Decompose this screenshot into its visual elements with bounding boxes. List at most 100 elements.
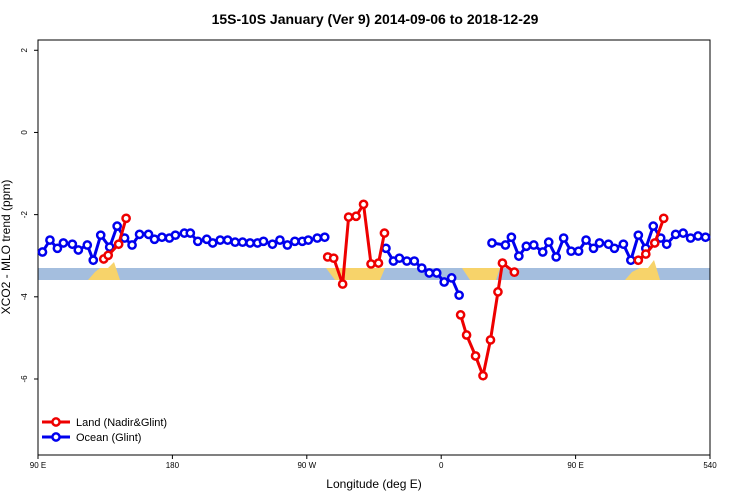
data-point — [661, 239, 672, 250]
data-point — [222, 235, 233, 245]
data-point — [394, 253, 405, 264]
data-point — [343, 212, 354, 222]
data-point — [379, 228, 390, 238]
data-point — [58, 238, 69, 248]
data-point — [454, 290, 464, 301]
y-axis-label: XCO2 - MLO trend (ppm) — [0, 180, 13, 315]
data-point — [52, 243, 63, 254]
data-point — [558, 233, 569, 243]
data-point — [337, 279, 348, 289]
y-tick-label: 0 — [20, 130, 29, 135]
legend-label: Ocean (Glint) — [76, 432, 141, 444]
land-strip — [625, 260, 660, 280]
data-point — [149, 234, 160, 245]
data-point — [312, 233, 323, 243]
data-point — [275, 235, 285, 245]
data-point — [230, 237, 240, 248]
x-tick-label: 90 E — [567, 461, 583, 470]
data-point — [487, 238, 497, 248]
data-point — [424, 268, 435, 278]
data-point — [215, 235, 226, 245]
data-point — [528, 240, 539, 250]
data-point — [626, 255, 636, 266]
data-point — [170, 230, 181, 241]
legend-label: Land (Nadir&Glint) — [76, 417, 167, 429]
data-point — [478, 370, 488, 381]
data-point — [658, 213, 669, 224]
x-tick-label: 90 W — [297, 461, 316, 470]
data-point — [185, 228, 196, 238]
x-axis-label: Longitude (deg E) — [326, 477, 421, 491]
data-point — [678, 228, 688, 238]
data-point — [127, 240, 137, 250]
data-point — [67, 239, 78, 250]
data-point — [566, 246, 576, 257]
data-point — [112, 221, 122, 231]
data-point — [45, 235, 55, 245]
data-point — [431, 268, 442, 278]
data-point — [573, 246, 584, 257]
data-point — [500, 240, 511, 250]
data-point — [82, 240, 93, 250]
data-point — [594, 238, 605, 248]
data-point — [303, 235, 314, 245]
land-strip — [462, 268, 500, 280]
data-point — [537, 247, 548, 257]
data-point — [207, 238, 218, 248]
x-tick-label: 0 — [439, 461, 444, 470]
x-tick-label: 90 E — [30, 461, 46, 470]
data-point — [103, 250, 114, 261]
data-point — [493, 287, 503, 297]
data-point — [446, 273, 457, 283]
data-point — [358, 199, 369, 210]
data-point — [402, 256, 412, 266]
data-point — [373, 258, 384, 268]
data-point — [514, 251, 524, 261]
data-point — [485, 335, 496, 345]
data-point — [470, 351, 481, 361]
data-point — [416, 263, 427, 273]
data-point — [351, 211, 361, 222]
data-point — [588, 243, 599, 254]
data-point — [95, 230, 106, 241]
data-point — [693, 231, 703, 241]
land-strip — [88, 262, 120, 280]
surface-strip — [38, 260, 710, 280]
y-tick-label: -4 — [20, 293, 29, 301]
y-tick-label: -6 — [20, 375, 29, 383]
data-point — [455, 310, 466, 320]
data-point — [319, 232, 330, 243]
data-point — [245, 238, 255, 248]
plot-frame — [37, 39, 711, 456]
data-point — [543, 237, 554, 248]
chart-title: 15S-10S January (Ver 9) 2014-09-06 to 20… — [212, 11, 539, 27]
data-point — [157, 232, 167, 243]
data-point — [618, 239, 629, 250]
data-point — [237, 237, 248, 248]
data-point — [104, 242, 115, 252]
x-tick-label: 540 — [703, 461, 717, 470]
data-point — [648, 221, 659, 231]
legend: Land (Nadir&Glint) Ocean (Glint) — [42, 417, 167, 444]
data-point — [88, 255, 99, 266]
data-point — [439, 277, 450, 287]
data-point — [267, 239, 278, 250]
data-point — [143, 229, 154, 240]
data-point — [290, 236, 300, 247]
data-point — [113, 239, 124, 250]
data-point — [670, 229, 681, 240]
data-point — [258, 236, 269, 247]
data-point — [685, 233, 696, 243]
data-point — [497, 258, 508, 268]
data-point — [509, 267, 520, 278]
data-point — [366, 259, 376, 269]
data-point — [521, 241, 532, 252]
legend-marker — [51, 432, 61, 442]
data-point — [506, 232, 517, 243]
data-point — [640, 249, 651, 259]
data-point — [551, 252, 562, 262]
data-point — [633, 255, 644, 266]
legend-marker — [51, 417, 61, 427]
